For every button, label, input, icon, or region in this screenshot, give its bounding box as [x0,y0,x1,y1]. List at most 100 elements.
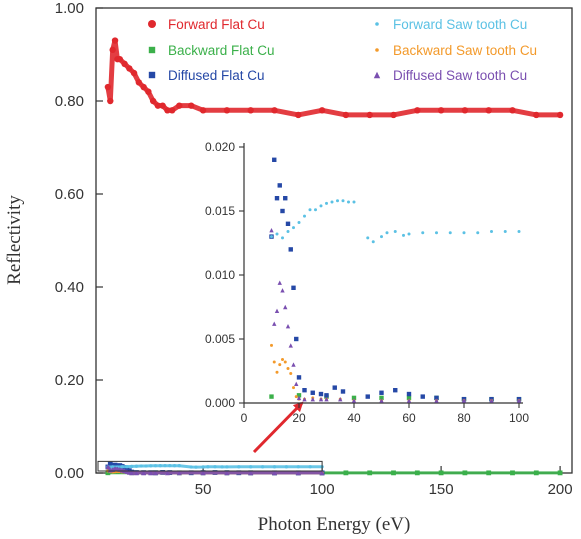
inset-point-backward-saw-tooth-cu [292,386,295,390]
inset-point-backward-saw-tooth-cu [289,372,293,376]
inset-point-diffused-flat-cu [420,394,425,399]
inset-point-diffused-saw-tooth-cu [291,362,296,367]
y-tick-label: 0.40 [55,279,84,296]
inset-point-backward-flat-cu [269,394,274,399]
inset-point-diffused-flat-cu [379,390,384,395]
inset-point-forward-saw-tooth-cu [336,199,339,203]
inset-point-diffused-saw-tooth-cu [351,398,357,403]
inset-point-forward-saw-tooth-cu [366,236,370,240]
legend-marker [148,20,156,28]
inset-point-forward-saw-tooth-cu [297,221,301,225]
inset-point-backward-saw-tooth-cu [294,395,298,399]
inset-point-diffused-flat-cu [340,389,346,394]
inset-point-forward-saw-tooth-cu [292,226,295,230]
inset-point-forward-saw-tooth-cu [319,204,323,208]
inset-point-diffused-flat-cu [318,391,324,397]
main-line-forward-flat-cu [105,38,561,118]
inset-point-diffused-flat-cu [406,391,412,397]
y-tick-label: 0.20 [55,372,84,389]
inset-point-diffused-saw-tooth-cu [294,381,299,386]
inset-x-tick-label: 0 [241,411,248,425]
inset-point-diffused-saw-tooth-cu [310,396,315,402]
inset-point-diffused-flat-cu [288,247,293,252]
x-tick-label: 50 [195,481,212,498]
inset-point-diffused-saw-tooth-cu [318,396,324,402]
y-tick-label: 1.00 [55,0,84,17]
inset-point-forward-saw-tooth-cu [448,231,452,235]
inset-point-forward-saw-tooth-cu [347,200,350,204]
inset-point-diffused-flat-cu [285,221,291,226]
inset-point-diffused-flat-cu [280,208,285,214]
inset-point-diffused-flat-cu [332,385,337,390]
inset-point-forward-saw-tooth-cu [517,229,521,233]
inset-point-forward-saw-tooth-cu [402,233,405,237]
inset-point-forward-saw-tooth-cu [385,231,389,235]
inset-point-diffused-saw-tooth-cu [489,398,494,403]
inset-y-tick-label: 0.005 [205,332,235,346]
inset-point-forward-saw-tooth-cu [435,231,438,235]
inset-point-forward-saw-tooth-cu [393,229,397,233]
inset-point-backward-saw-tooth-cu [286,366,290,370]
inset-x-tick-label: 20 [292,411,306,425]
inset-data-marks [269,157,522,403]
inset-y-tick-label: 0.015 [205,204,235,218]
inset-point-backward-flat-cu [406,395,412,401]
zoom-arrow [252,401,304,454]
inset-point-diffused-flat-cu [324,393,329,398]
legend-item-forward-flat-cu: Forward Flat Cu [148,17,265,32]
inset-point-diffused-saw-tooth-cu [324,396,329,402]
legend-marker [148,46,156,54]
legend-label: Diffused Flat Cu [168,68,265,83]
inset-point-forward-saw-tooth-cu [270,235,273,239]
inset-point-diffused-saw-tooth-cu [283,304,288,310]
legend-label: Forward Flat Cu [168,17,265,32]
legend-item-backward-flat-cu: Backward Flat Cu [148,43,275,58]
inset-point-diffused-saw-tooth-cu [274,308,280,314]
x-tick-label: 100 [310,481,335,498]
inset-point-diffused-saw-tooth-cu [302,396,307,402]
inset-point-backward-saw-tooth-cu [272,360,276,364]
inset-x-tick-label: 80 [457,411,471,425]
inset-point-diffused-saw-tooth-cu [434,398,439,403]
inset-point-backward-saw-tooth-cu [278,363,282,367]
legend-label: Forward Saw tooth Cu [393,17,527,32]
inset-point-diffused-saw-tooth-cu [288,343,293,348]
inset-point-diffused-saw-tooth-cu [272,321,277,326]
inset-point-backward-saw-tooth-cu [281,357,284,361]
x-axis-title: Photon Energy (eV) [258,514,411,535]
inset-point-forward-saw-tooth-cu [303,214,306,218]
inset-point-diffused-flat-cu [272,157,277,162]
x-tick-label: 150 [429,481,454,498]
inset-point-diffused-flat-cu [277,183,282,188]
y-tick-label: 0.00 [55,465,84,482]
inset-point-forward-saw-tooth-cu [371,240,375,244]
zoom-region-box [97,460,323,472]
inset-point-diffused-saw-tooth-cu [338,396,343,402]
inset-x-tick-label: 40 [347,411,361,425]
inset-point-forward-saw-tooth-cu [341,199,345,203]
inset-point-forward-saw-tooth-cu [308,208,312,212]
legend-marker [375,22,379,26]
inset-point-diffused-flat-cu [310,390,315,395]
inset-point-diffused-flat-cu [274,196,280,201]
inset-point-backward-flat-cu [351,395,357,401]
y-tick-label: 0.80 [55,93,84,110]
legend-marker [375,48,379,52]
inset-point-forward-saw-tooth-cu [380,235,383,239]
legend-label: Backward Saw tooth Cu [393,43,537,58]
inset-y-tick-label: 0.000 [205,396,235,410]
inset-point-forward-saw-tooth-cu [352,200,356,204]
y-tick-label: 0.60 [55,186,84,203]
inset-point-forward-saw-tooth-cu [281,236,284,240]
inset-point-backward-flat-cu [379,395,384,401]
inset-point-forward-saw-tooth-cu [325,201,328,205]
inset-point-backward-saw-tooth-cu [270,343,273,347]
legend-item-diffused-saw-tooth-cu: Diffused Saw tooth Cu [373,68,527,83]
inset-point-diffused-flat-cu [283,196,288,201]
inset-point-diffused-saw-tooth-cu [516,398,522,403]
legend-item-forward-saw-tooth-cu: Forward Saw tooth Cu [375,17,527,32]
main-line-forward-saw-tooth-cu [107,464,323,469]
legend-item-diffused-flat-cu: Diffused Flat Cu [148,68,265,83]
inset-point-forward-saw-tooth-cu [286,229,290,233]
inset-point-diffused-saw-tooth-cu [269,228,274,233]
